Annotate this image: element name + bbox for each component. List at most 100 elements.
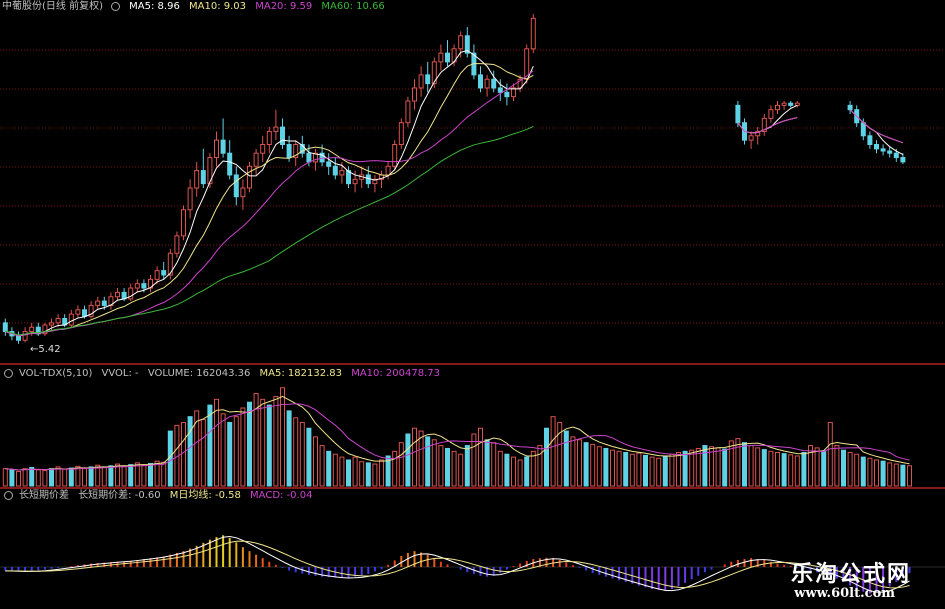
candle-body (55, 318, 61, 324)
vvol-label: VVOL: - (101, 368, 139, 379)
candle-body (425, 74, 431, 85)
settings-icon[interactable] (110, 1, 120, 11)
volume-bar (669, 453, 675, 487)
volume-bar (814, 447, 820, 487)
volume-bar (874, 459, 879, 487)
volume-bar (722, 448, 728, 487)
candle-body (167, 252, 173, 276)
volume-bar (365, 462, 371, 487)
volume-bar (616, 450, 622, 487)
volume-bar (709, 446, 714, 487)
candle-body (405, 100, 411, 124)
candle-body (266, 130, 272, 145)
candle-body (464, 35, 470, 54)
macd-title: 长短期价差 (19, 490, 69, 501)
ma5-label: MA5: 8.96 (129, 1, 180, 12)
candle-body (82, 309, 87, 317)
volume-bar (438, 445, 444, 487)
volume-bar (42, 469, 48, 487)
ma60-line (5, 126, 534, 336)
candle-body (346, 170, 351, 185)
volume-bar (253, 393, 259, 487)
volume-bar (808, 445, 813, 487)
volume-bar (643, 454, 648, 487)
volume-bar (458, 453, 464, 487)
candle-body (220, 139, 226, 154)
volume-bar (860, 456, 866, 487)
candle-body (75, 309, 81, 315)
volume-bar (854, 453, 860, 487)
candle-body (286, 144, 292, 159)
volume-bar (75, 465, 81, 487)
volume-bar (511, 456, 516, 487)
candle-body (781, 102, 787, 106)
volume-bar (82, 468, 87, 487)
volume-bar (676, 451, 681, 487)
candle-body (445, 52, 450, 63)
volume-bar (656, 457, 662, 487)
volume-bar (398, 442, 404, 487)
volume-bar (115, 463, 120, 487)
volume-bar (557, 421, 563, 487)
volume-bar (9, 469, 15, 487)
vol-ma5-label: MA5: 182132.83 (259, 368, 342, 379)
volume-bar (728, 440, 734, 487)
candle-body (735, 104, 741, 124)
volume-bar (847, 451, 853, 487)
volume-bar (68, 467, 74, 487)
candle-body (68, 313, 74, 326)
candle-body (141, 283, 147, 289)
volume-bar (695, 447, 701, 487)
volume-bar (247, 401, 252, 487)
volume-title: VOL-TDX(5,10) (19, 368, 93, 379)
candle-body (458, 35, 464, 50)
volume-bar (451, 450, 457, 487)
candle-body (332, 165, 338, 176)
volume-bar (537, 445, 543, 487)
settings-icon[interactable] (4, 490, 13, 500)
volume-bar (412, 427, 417, 487)
volume-bar (306, 427, 312, 487)
volume-bar (893, 463, 899, 487)
candle-body (174, 235, 180, 254)
ma20-line (737, 117, 798, 134)
volume-bar (629, 453, 635, 487)
candle-body (431, 61, 437, 85)
candle-body (95, 300, 101, 306)
volume-bar (359, 461, 365, 487)
volume-bar (385, 455, 391, 487)
candle-body (247, 165, 252, 189)
volume-bar (610, 449, 615, 487)
candle-body (227, 152, 233, 176)
candle-body (491, 78, 497, 89)
volume-bar (517, 459, 523, 487)
volume-bar (62, 468, 68, 487)
volume-bar (530, 450, 536, 487)
settings-icon[interactable] (4, 368, 13, 378)
volume-bar (266, 404, 272, 487)
ma20-line (5, 70, 534, 337)
volume-bar (16, 471, 21, 487)
candle-body (29, 326, 35, 333)
candle-body (253, 152, 259, 167)
ma60-label: MA60: 10.66 (321, 1, 385, 12)
volume-bar (293, 417, 299, 487)
volume-bar (781, 453, 787, 487)
volume-bar (649, 456, 655, 487)
candle-body (16, 335, 21, 341)
candle-body (484, 78, 490, 89)
volume-bar (49, 468, 54, 487)
volume-bar (372, 463, 378, 487)
volume-bar (280, 387, 285, 487)
ma10-line (5, 63, 534, 337)
candle-body (755, 130, 761, 137)
volume-bar (207, 404, 213, 487)
candle-body (128, 287, 134, 300)
macd-panel (4, 535, 911, 594)
volume-bar (35, 469, 41, 487)
candle-body (42, 324, 48, 335)
volume-bar (471, 433, 477, 487)
volume-bar (154, 460, 160, 487)
volume-bar (794, 455, 800, 487)
